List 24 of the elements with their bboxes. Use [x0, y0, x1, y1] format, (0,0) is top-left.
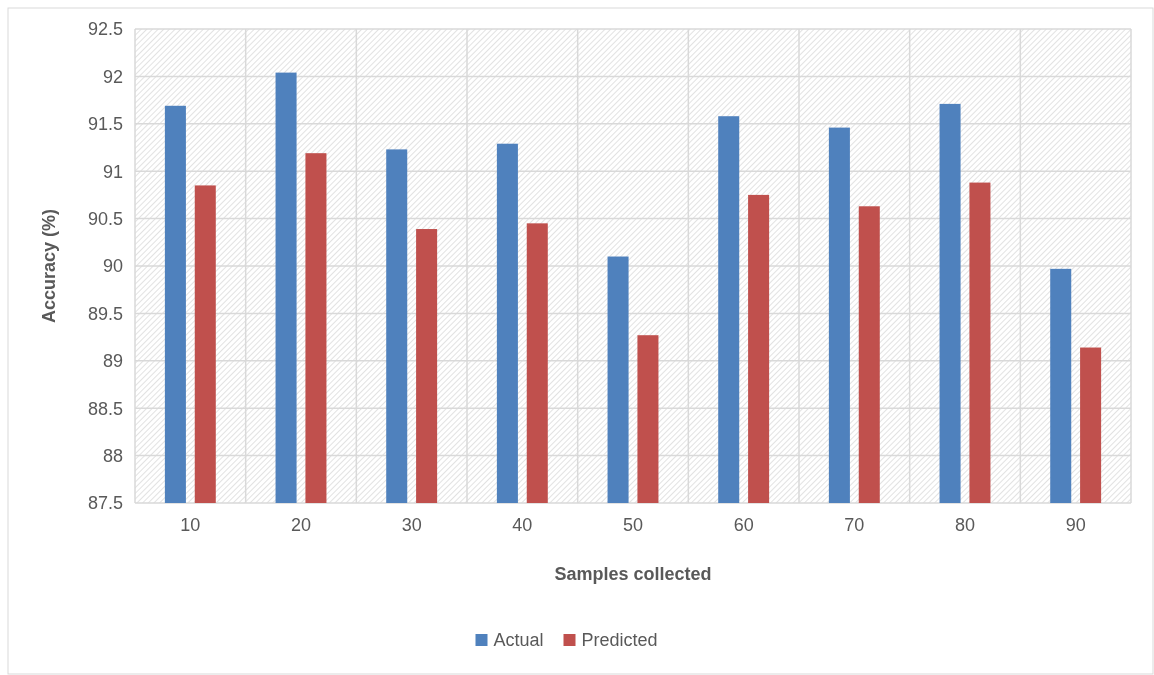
y-tick-label: 88	[102, 445, 123, 466]
x-tick-label: 30	[401, 515, 422, 535]
y-tick-label: 92.5	[87, 19, 123, 40]
x-tick-label: 60	[733, 515, 754, 535]
y-tick-label: 92	[102, 66, 123, 87]
y-tick-label: 87.5	[87, 493, 123, 514]
y-tick-label: 88.5	[87, 398, 123, 419]
y-tick-label: 89	[102, 351, 123, 372]
legend-label: Actual	[493, 630, 544, 651]
y-tick-label: 90.5	[87, 208, 123, 229]
y-tick-label: 90	[102, 256, 123, 277]
x-tick-label: 80	[954, 515, 976, 535]
x-tick-label: 10	[180, 515, 201, 535]
y-axis-title: Accuracy (%)	[39, 208, 59, 324]
y-tick-label: 89.5	[87, 303, 123, 324]
x-axis-title: Samples collected	[554, 564, 712, 584]
legend-label: Predicted	[581, 630, 658, 651]
x-tick-label: 70	[844, 515, 865, 535]
x-tick-label: 50	[622, 515, 644, 535]
x-tick-label: 40	[512, 515, 533, 535]
x-tick-label: 90	[1065, 515, 1086, 535]
y-tick-label: 91.5	[87, 114, 123, 135]
y-tick-label: 91	[102, 161, 123, 182]
x-tick-label: 20	[290, 515, 312, 535]
